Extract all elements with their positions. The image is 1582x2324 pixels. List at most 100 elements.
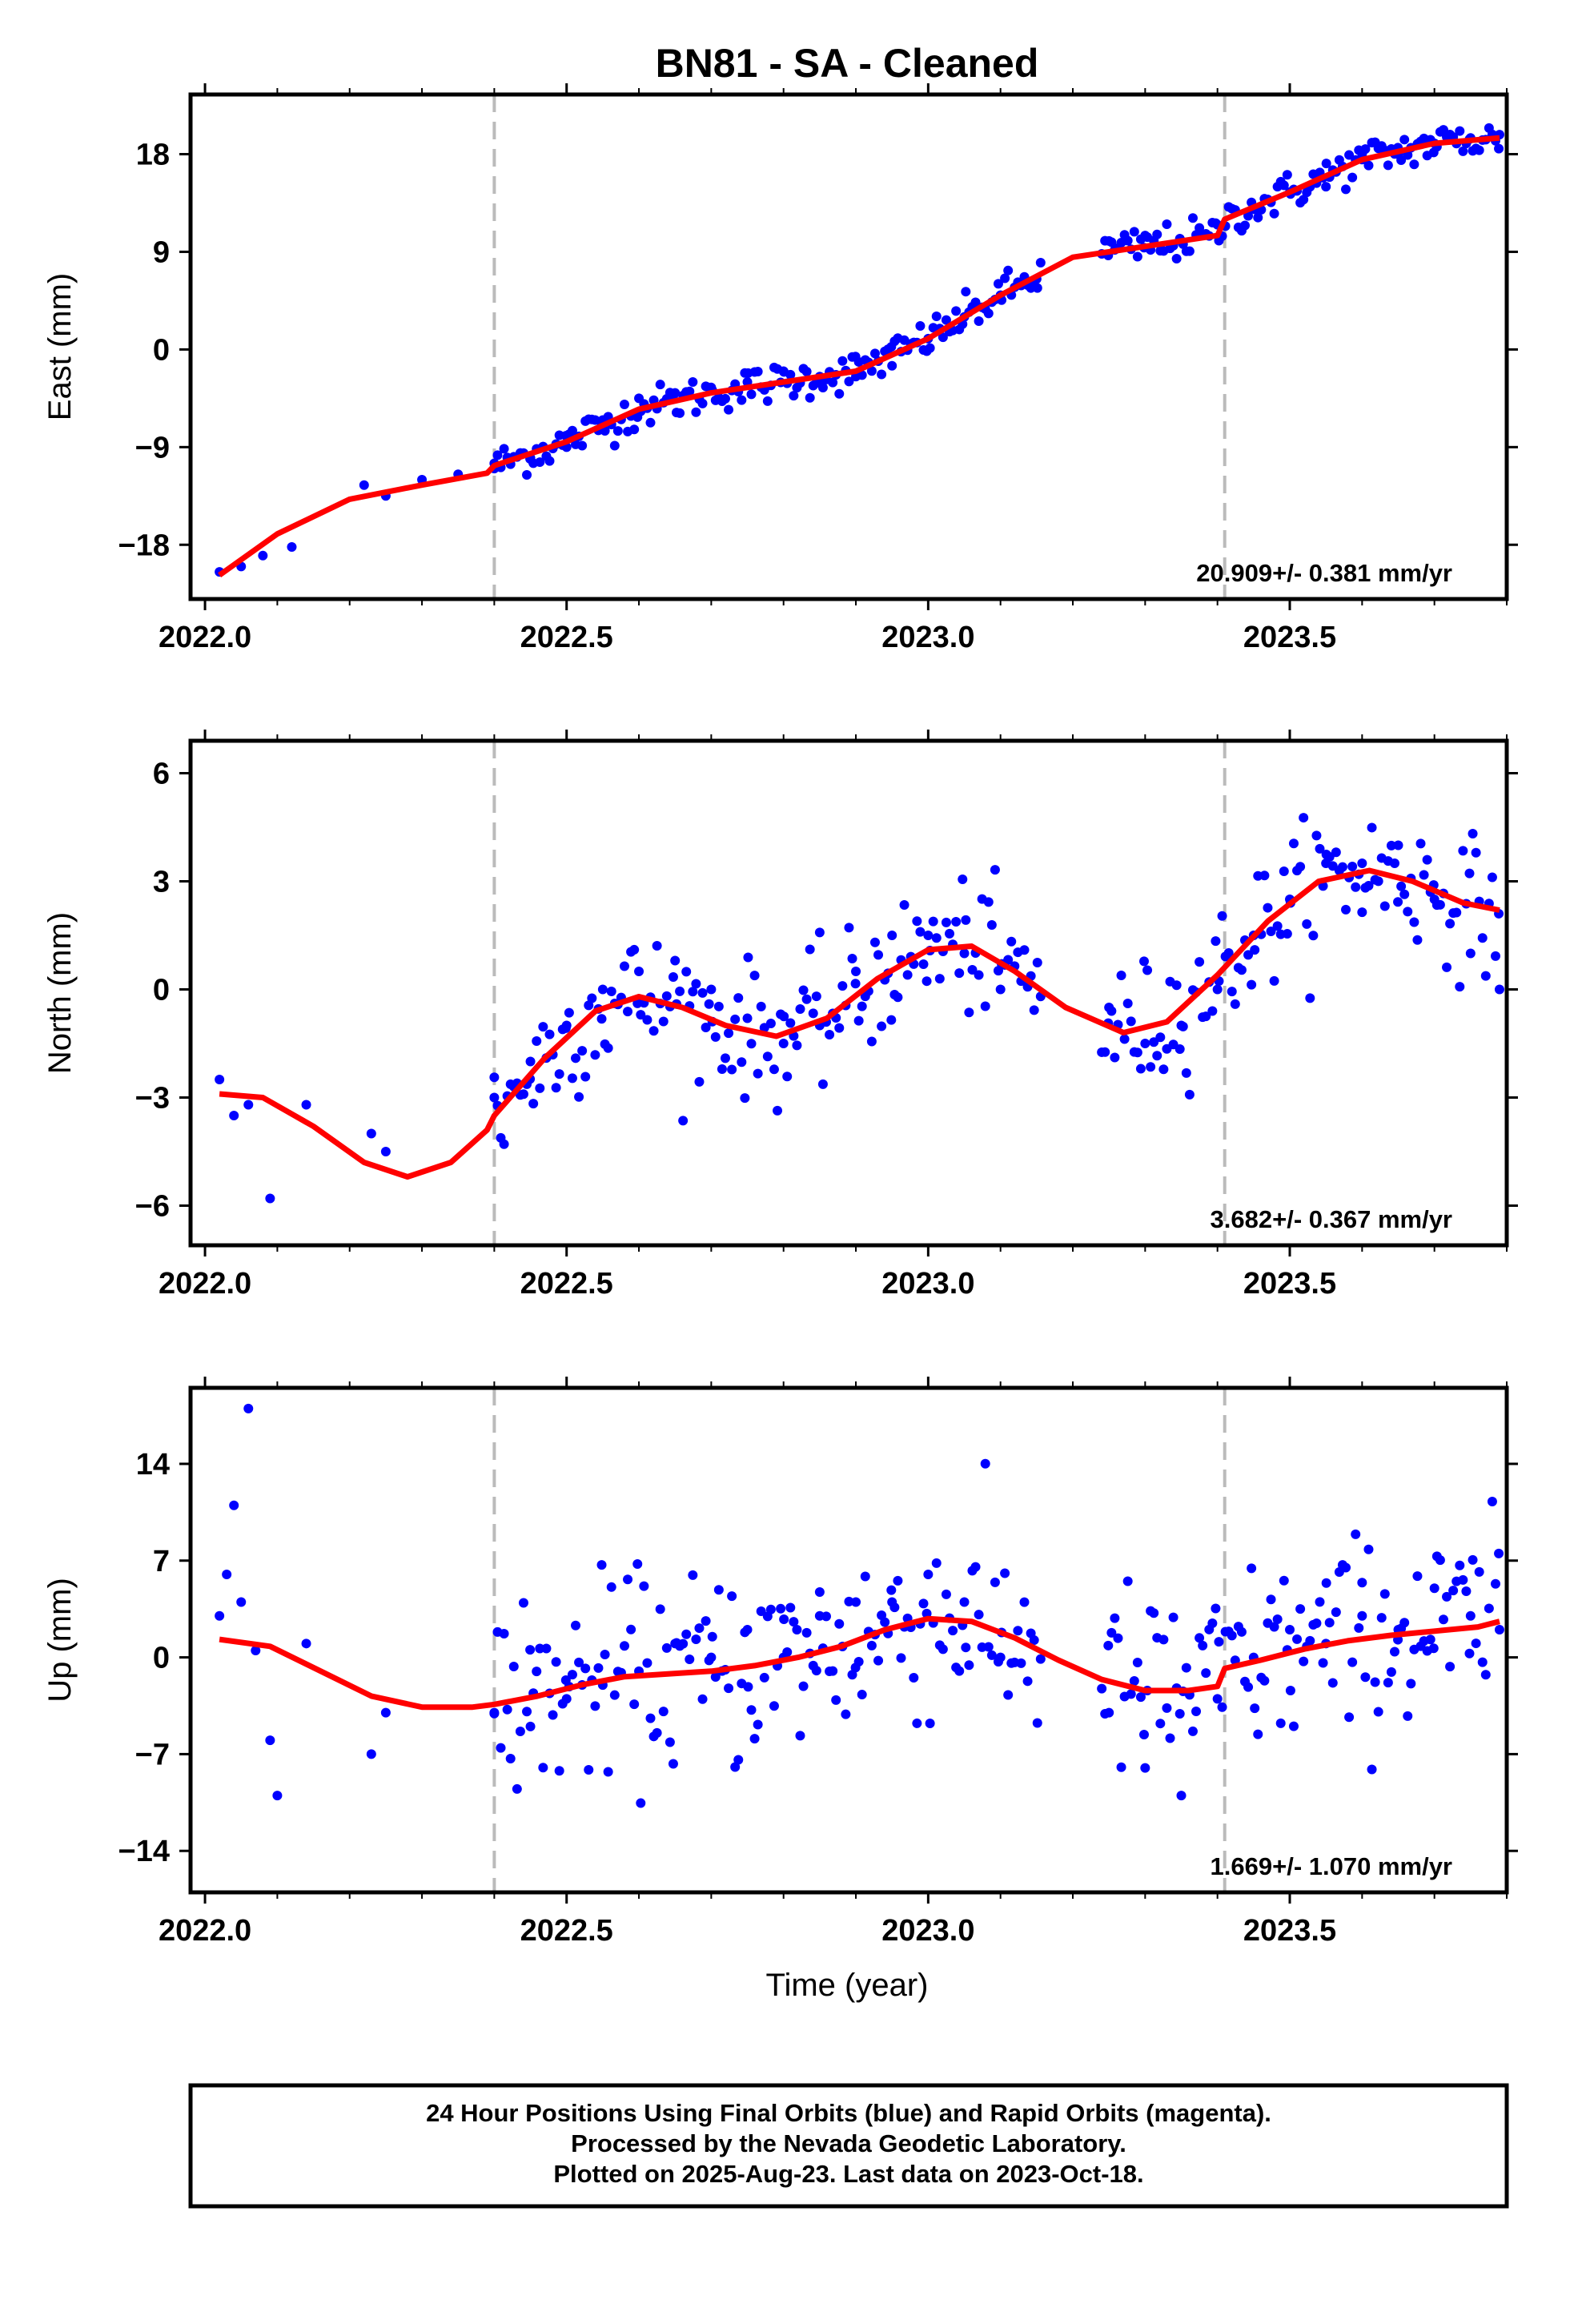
data-point (544, 456, 555, 466)
y-tick-label: 14 (136, 1448, 170, 1482)
data-point (753, 1068, 763, 1079)
data-point (928, 916, 938, 927)
data-point (1383, 1678, 1393, 1688)
data-point (828, 1666, 838, 1676)
data-point (577, 1046, 588, 1056)
data-point (1032, 957, 1042, 967)
data-point (609, 440, 620, 451)
data-point (912, 916, 922, 927)
data-point (567, 1670, 577, 1680)
data-point (639, 1581, 649, 1591)
data-point (847, 1670, 857, 1680)
data-point (1211, 218, 1221, 228)
data-point (909, 1672, 919, 1683)
data-point (1116, 971, 1126, 981)
data-point (1243, 950, 1254, 960)
data-point (1187, 1726, 1198, 1736)
data-point (873, 1655, 884, 1666)
data-point (535, 457, 545, 468)
data-point (571, 1620, 581, 1630)
data-point (1110, 1052, 1120, 1063)
data-point (921, 976, 932, 987)
data-point (990, 1577, 1000, 1587)
caption-box (188, 2083, 1509, 2209)
data-point (1138, 1729, 1149, 1739)
data-point (1347, 1657, 1358, 1667)
data-point (889, 1602, 900, 1613)
data-point (710, 1671, 721, 1682)
data-point (893, 992, 903, 1003)
data-point (655, 380, 665, 390)
data-point (779, 1614, 789, 1624)
data-point (1171, 980, 1182, 991)
data-point (1195, 223, 1205, 233)
data-point (1403, 1711, 1413, 1721)
data-point (1016, 1658, 1026, 1668)
data-point (959, 1597, 970, 1607)
data-point (551, 1657, 561, 1667)
data-point (740, 1093, 750, 1104)
data-point (915, 321, 926, 332)
data-point (1373, 876, 1383, 887)
data-point (1142, 965, 1153, 975)
data-point (717, 1063, 727, 1074)
data-point (1477, 933, 1488, 943)
data-point (795, 1004, 805, 1015)
data-point (243, 1403, 254, 1413)
data-point (590, 1050, 600, 1060)
data-point (597, 984, 608, 995)
data-point (1295, 862, 1306, 872)
data-point (1187, 213, 1198, 223)
data-point (1029, 1005, 1039, 1015)
data-point (1236, 1626, 1247, 1637)
data-point (837, 356, 848, 366)
data-point (724, 1683, 734, 1694)
data-point (983, 897, 994, 907)
data-point (668, 1759, 678, 1769)
data-point (1299, 195, 1309, 205)
data-point (792, 1040, 802, 1051)
data-point (857, 1001, 867, 1011)
data-point (1357, 1578, 1367, 1588)
data-point (851, 967, 861, 976)
data-point (1272, 1614, 1283, 1624)
data-point (899, 900, 909, 911)
data-point (1149, 1608, 1159, 1618)
data-point (554, 1069, 564, 1080)
data-point (1106, 1627, 1117, 1638)
data-point (1422, 854, 1432, 865)
data-point (532, 1667, 542, 1677)
data-point (821, 1611, 831, 1622)
data-point (574, 1657, 584, 1667)
data-point (596, 1014, 607, 1024)
data-point (1201, 1011, 1211, 1022)
x-tick-label: 2022.0 (159, 621, 251, 654)
data-point (727, 1064, 737, 1075)
data-point (564, 1007, 574, 1018)
data-point (1299, 1656, 1309, 1667)
figure-title: BN81 - SA - Cleaned (656, 41, 1039, 86)
data-point (1341, 1562, 1351, 1573)
data-point (792, 1625, 802, 1635)
data-point (1165, 1733, 1175, 1743)
data-point (831, 1695, 841, 1705)
model-fit-line (219, 1615, 1500, 1711)
data-point (814, 1587, 825, 1598)
y-tick-label: 18 (136, 139, 170, 172)
data-point (1321, 182, 1331, 192)
y-tick-label: 0 (153, 1642, 170, 1675)
data-point (1253, 1729, 1263, 1739)
data-point (1110, 1613, 1120, 1623)
data-point (580, 1072, 591, 1082)
data-point (886, 1585, 897, 1595)
data-point (765, 1019, 776, 1029)
data-point (730, 1014, 741, 1024)
data-point (886, 1015, 897, 1025)
x-axis-label: Time (year) (766, 1968, 929, 2003)
data-point (724, 404, 734, 415)
data-point (749, 971, 760, 981)
data-point (733, 993, 744, 1003)
data-point (522, 1707, 532, 1717)
caption-line-2: Processed by the Nevada Geodetic Laborat… (571, 2129, 1126, 2157)
data-point (974, 970, 984, 980)
